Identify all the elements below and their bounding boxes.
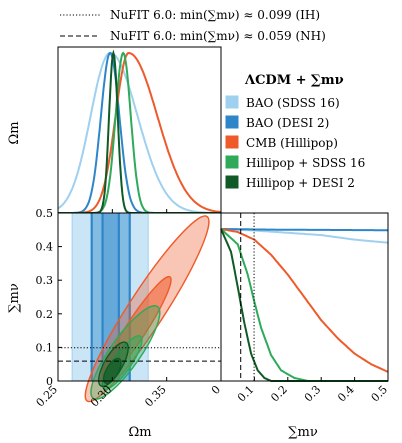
legend-swatch-0	[225, 95, 239, 109]
y-label-om: Ωm	[7, 121, 22, 144]
nh-legend-label: NuFIT 6.0: min(∑mν) ≈ 0.059 (NH)	[110, 29, 326, 43]
x-label-mnu: ∑mν	[288, 425, 318, 440]
mnu-curve-2	[220, 228, 389, 373]
legend-swatch-2	[225, 135, 239, 149]
legend-swatch-3	[225, 155, 239, 169]
x-tick-label-mnu-5: 0.5	[369, 383, 391, 405]
x-tick-label-mnu-2: 0.2	[268, 383, 290, 405]
legend-label-3: Hillipop + SDSS 16	[246, 156, 365, 170]
y-label-mnu: ∑mν	[7, 283, 22, 313]
legend-title: ΛCDM + ∑mν	[244, 73, 344, 88]
mnu-curve-1	[221, 228, 388, 232]
om-curve-1	[58, 51, 221, 214]
legend-label-2: CMB (Hillipop)	[246, 136, 338, 150]
om-curve-3	[58, 51, 221, 214]
legend-swatch-1	[225, 115, 239, 129]
legend-label-0: BAO (SDSS 16)	[246, 96, 340, 110]
y-tick-label-mnu-4: 0.4	[36, 241, 54, 254]
x-label-om: Ωm	[128, 425, 151, 440]
legend-swatch-4	[225, 175, 239, 189]
om-panel-frame	[57, 46, 222, 214]
y-tick-label-mnu-0: 0	[46, 375, 53, 388]
y-tick-label-mnu-5: 0.5	[36, 207, 54, 220]
om-curve-2	[58, 51, 222, 214]
mnu-posterior-panel: 0 0.1 0.2 0.3 0.4 0.5	[209, 212, 391, 405]
x-tick-label-mnu-0: 0	[209, 383, 223, 397]
x-tick-label-mnu-1: 0.1	[235, 383, 257, 405]
x-tick-label-mnu-3: 0.3	[302, 383, 324, 405]
y-tick-label-mnu-2: 0.2	[36, 308, 54, 321]
y-tick-label-mnu-3: 0.3	[36, 274, 54, 287]
omega-m-vs-mnu-panel: 00.10.20.30.40.50.25 0.30 0.35	[34, 207, 223, 410]
hd-contour-68	[102, 357, 122, 385]
legend-label-4: Hillipop + DESI 2	[246, 176, 355, 190]
y-tick-label-mnu-1: 0.1	[36, 341, 54, 354]
legend-label-1: BAO (DESI 2)	[246, 116, 329, 130]
ih-legend-label: NuFIT 6.0: min(∑mν) ≈ 0.099 (IH)	[110, 8, 320, 22]
om-curve-4	[58, 49, 221, 214]
band-desi-inner	[102, 213, 119, 381]
series-legend: ΛCDM + ∑mν BAO (SDSS 16) BAO (DESI 2) CMB …	[225, 73, 365, 190]
omega-m-posterior-panel	[57, 46, 222, 214]
reference-legend: NuFIT 6.0: min(∑mν) ≈ 0.099 (IH) NuFIT 6…	[60, 8, 326, 43]
panel-mnu-frame	[220, 212, 389, 382]
x-tick-label-om-2: 0.35	[142, 383, 169, 410]
x-tick-label-mnu-4: 0.4	[335, 383, 357, 405]
x-tick-label-om-0: 0.25	[34, 383, 61, 410]
om-curve-0	[57, 51, 221, 214]
